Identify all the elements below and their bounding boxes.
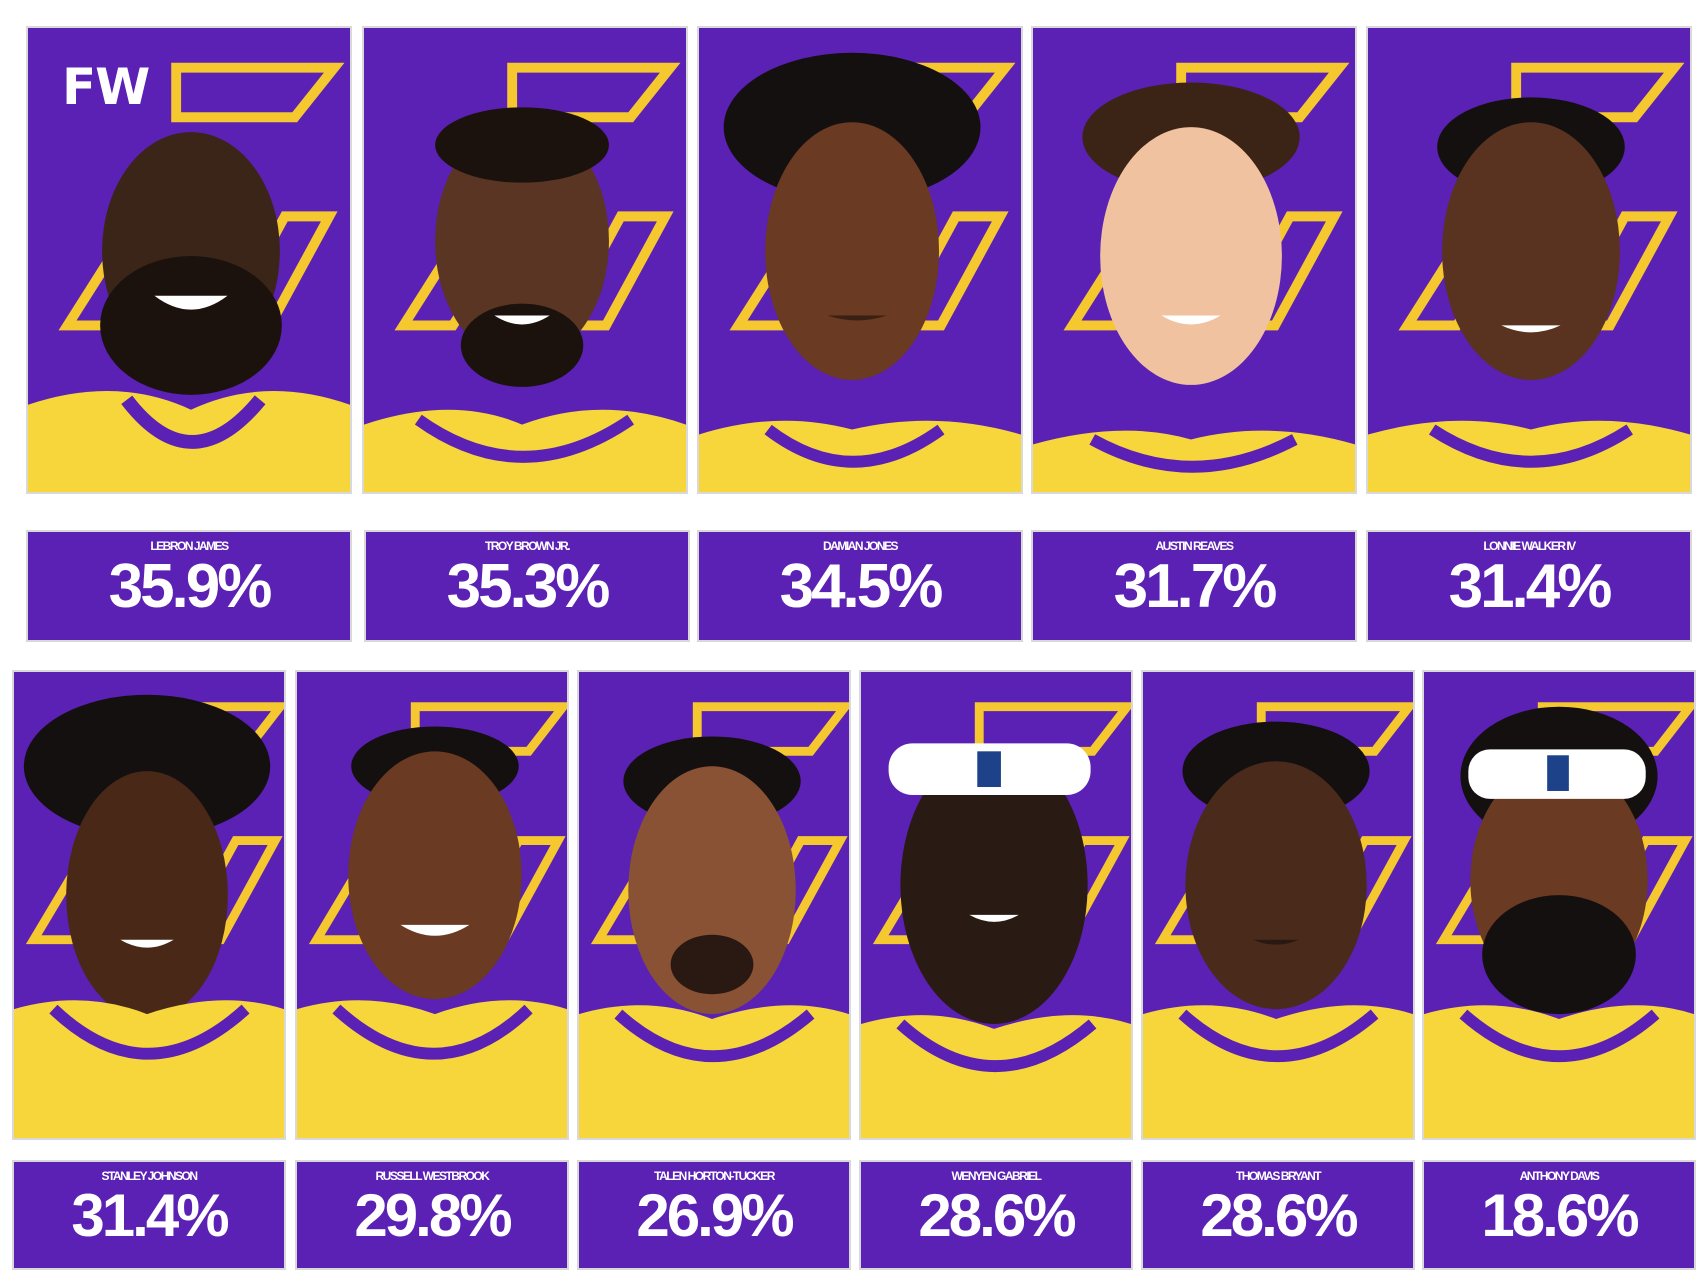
player-name: AUSTIN REAVES [1155, 539, 1234, 553]
player-card-9 [859, 670, 1133, 1140]
player-portrait-icon [28, 62, 350, 492]
player-percentage: 26.9% [636, 1182, 794, 1249]
player-label-11: ANTHONY DAVIS 18.6% [1422, 1160, 1696, 1270]
player-portrait-icon [1368, 62, 1690, 492]
player-portrait-icon [861, 702, 1131, 1138]
player-card-2 [362, 26, 688, 494]
player-card-10 [1141, 670, 1415, 1140]
player-name: STANLEY JOHNSON [101, 1169, 198, 1183]
player-name: LEBRON JAMES [150, 539, 229, 553]
player-percentage: 18.6% [1481, 1182, 1639, 1249]
player-card-11 [1422, 670, 1696, 1140]
player-label-7: RUSSELL WESTBROOK 29.8% [295, 1160, 569, 1270]
player-portrait-icon [364, 62, 686, 492]
player-name: TROY BROWN JR. [484, 539, 571, 553]
player-card-1: FW [26, 26, 352, 494]
player-percentage: 35.9% [108, 552, 273, 621]
player-name: THOMAS BRYANT [1235, 1169, 1322, 1183]
player-card-8 [577, 670, 851, 1140]
player-label-1: LEBRON JAMES 35.9% [26, 530, 352, 642]
player-card-3 [697, 26, 1023, 494]
player-portrait-icon [699, 52, 1021, 492]
player-name: LONNIE WALKER IV [1483, 539, 1576, 553]
player-portrait-icon [1424, 702, 1694, 1138]
player-name: WENYEN GABRIEL [951, 1169, 1042, 1183]
player-label-8: TALEN HORTON-TUCKER 26.9% [577, 1160, 851, 1270]
player-name: DAMIAN JONES [822, 539, 899, 553]
player-percentage: 31.4% [1448, 552, 1613, 621]
player-card-7 [295, 670, 569, 1140]
player-percentage: 35.3% [446, 552, 611, 621]
player-percentage: 29.8% [354, 1182, 512, 1249]
fw-logo: FW [62, 58, 150, 116]
player-label-2: TROY BROWN JR. 35.3% [364, 530, 690, 642]
player-percentage: 31.4% [71, 1182, 229, 1249]
player-percentage: 28.6% [918, 1182, 1076, 1249]
player-card-6 [12, 670, 286, 1140]
player-name: TALEN HORTON-TUCKER [654, 1169, 775, 1183]
player-label-9: WENYEN GABRIEL 28.6% [859, 1160, 1133, 1270]
player-label-5: LONNIE WALKER IV 31.4% [1366, 530, 1692, 642]
player-portrait-icon [14, 694, 284, 1138]
player-portrait-icon [1033, 62, 1355, 492]
player-card-5 [1366, 26, 1692, 494]
player-portrait-icon [297, 702, 567, 1138]
player-name: RUSSELL WESTBROOK [375, 1169, 490, 1183]
player-label-4: AUSTIN REAVES 31.7% [1031, 530, 1357, 642]
player-portrait-icon [1143, 702, 1413, 1138]
player-percentage: 28.6% [1200, 1182, 1358, 1249]
player-label-3: DAMIAN JONES 34.5% [697, 530, 1023, 642]
player-label-6: STANLEY JOHNSON 31.4% [12, 1160, 286, 1270]
player-percentage: 34.5% [779, 552, 944, 621]
player-name: ANTHONY DAVIS [1519, 1169, 1600, 1183]
player-percentage: 31.7% [1113, 552, 1278, 621]
player-label-10: THOMAS BRYANT 28.6% [1141, 1160, 1415, 1270]
player-portrait-icon [579, 702, 849, 1138]
player-card-4 [1031, 26, 1357, 494]
